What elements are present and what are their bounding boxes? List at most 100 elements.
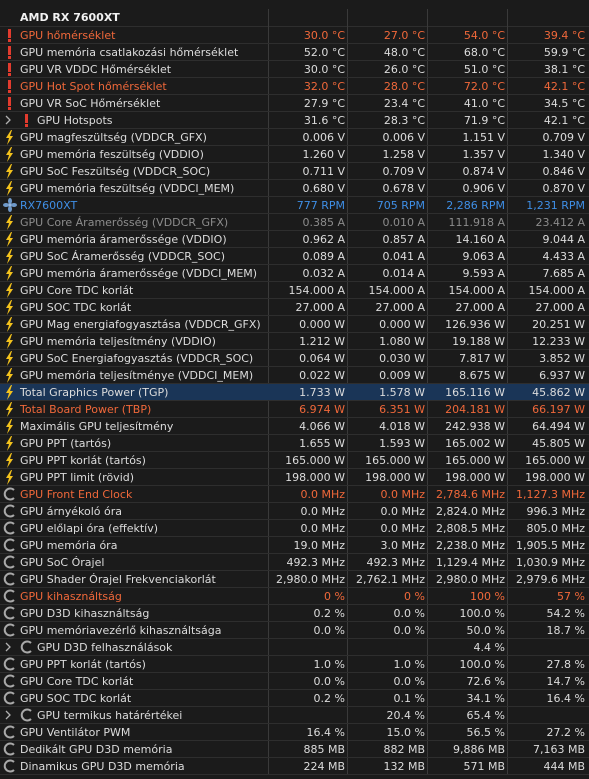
- sensor-row[interactable]: GPU memória csatlakozási hőmérséklet 52.0…: [0, 44, 589, 61]
- sensor-row[interactable]: GPU memória teljesítménye (VDDCI_MEM) 0.0…: [0, 367, 589, 384]
- sensor-value: 1.260 V: [302, 148, 345, 161]
- sensor-value: 100.0 %: [459, 658, 505, 671]
- sensor-value: 1,030.9 MHz: [515, 556, 585, 569]
- sensor-row[interactable]: GPU memória áramerőssége (VDDCI_MEM) 0.03…: [0, 265, 589, 282]
- sensor-row[interactable]: GPU Hotspots 31.6 °C 28.3 °C 71.9 °C 42.1 °C: [0, 112, 589, 129]
- sensor-row[interactable]: GPU árnyékoló óra 0.0 MHz 0.0 MHz 2,824.0 M…: [0, 503, 589, 520]
- sensor-value: 0.000 W: [299, 318, 345, 331]
- sensor-row[interactable]: GPU VR VDDC Hőmérséklet 30.0 °C 26.0 °C 51.…: [0, 61, 589, 78]
- sensor-value: 1.212 W: [299, 335, 345, 348]
- sensor-value: 27.000 A: [455, 301, 505, 314]
- sensor-row[interactable]: GPU magfeszültség (VDDCR_GFX) 0.006 V 0.00…: [0, 129, 589, 146]
- row-icon: [5, 710, 11, 720]
- sensor-value: 72.0 °C: [463, 80, 505, 93]
- sensor-label: Dedikált GPU D3D memória: [20, 743, 173, 756]
- sensor-row[interactable]: GPU kihasználtság 0 % 0 % 100 % 57 %: [0, 588, 589, 605]
- sensor-label: GPU SoC Feszültség (VDDCR_SOC): [20, 165, 211, 178]
- sensor-label: Total Graphics Power (TGP): [20, 386, 169, 399]
- sensor-value: 4.066 W: [299, 420, 345, 433]
- sensor-value: 0.041 A: [382, 250, 425, 263]
- sensor-value: 20.251 W: [532, 318, 585, 331]
- sensor-value: 0 %: [324, 590, 345, 603]
- sensor-row[interactable]: GPU Core TDC korlát 154.000 A 154.000 A 154…: [0, 282, 589, 299]
- sensor-value: 2,980.0 MHz: [435, 573, 505, 586]
- sensor-row[interactable]: GPU memóriavezérlő kihasználtsága 0.0 % 0.…: [0, 622, 589, 639]
- sensor-label: GPU D3D kihasználtság: [20, 607, 150, 620]
- sensor-value: 56.5 %: [466, 726, 505, 739]
- sensor-label: GPU memória feszültség (VDDCI_MEM): [20, 182, 235, 195]
- sensor-row[interactable]: GPU Core TDC korlát 0.0 % 0.0 % 72.6 % 14.7 …: [0, 673, 589, 690]
- sensor-value: 1.593 W: [379, 437, 425, 450]
- sensor-row[interactable]: GPU SoC Feszültség (VDDCR_SOC) 0.711 V 0.7…: [0, 163, 589, 180]
- sensor-row[interactable]: Maximális GPU teljesítmény 4.066 W 4.018 W…: [0, 418, 589, 435]
- row-icon: [6, 334, 13, 349]
- sensor-row[interactable]: GPU PPT korlát (tartós) 165.000 W 165.000 …: [0, 452, 589, 469]
- row-icon: [6, 317, 13, 332]
- sensor-row[interactable]: GPU D3D felhasználások 4.4 %: [0, 639, 589, 656]
- row-icon: [8, 46, 11, 59]
- sensor-row[interactable]: GPU SoC Áramerősség (VDDCR_SOC) 0.089 A 0.…: [0, 248, 589, 265]
- sensor-row[interactable]: GPU előlapi óra (effektív) 0.0 MHz 0.0 MHz…: [0, 520, 589, 537]
- sensor-value: 0.0 MHz: [380, 522, 425, 535]
- sensor-value: 2,824.0 MHz: [435, 505, 505, 518]
- sensor-row[interactable]: GPU PPT (tartós) 1.655 W 1.593 W 165.002 W 4…: [0, 435, 589, 452]
- sensor-row[interactable]: Total Board Power (TBP) 6.974 W 6.351 W 204…: [0, 401, 589, 418]
- sensor-label: GPU termikus határértékei: [37, 709, 183, 722]
- sensor-value: 154.000 A: [288, 284, 345, 297]
- sensor-row[interactable]: GPU Hot Spot hőmérséklet 32.0 °C 28.0 °C 72…: [0, 78, 589, 95]
- sensor-value: 0.2 %: [313, 692, 345, 705]
- sensor-row[interactable]: GPU memória feszültség (VDDCI_MEM) 0.680 …: [0, 180, 589, 197]
- sensor-row[interactable]: GPU memória óra 19.0 MHz 3.0 MHz 2,238.0 MH…: [0, 537, 589, 554]
- sensor-value: 0.906 V: [462, 182, 505, 195]
- sensor-value: 23.412 A: [535, 216, 585, 229]
- sensor-row[interactable]: GPU PPT korlát (tartós) 1.0 % 1.0 % 100.0 %…: [0, 656, 589, 673]
- sensor-label: GPU Core TDC korlát: [20, 284, 134, 297]
- sensor-row[interactable]: GPU Front End Clock 0.0 MHz 0.0 MHz 2,784.6…: [0, 486, 589, 503]
- sensor-row[interactable]: GPU Core Áramerősség (VDDCR_GFX) 0.385 A 0…: [0, 214, 589, 231]
- sensor-row[interactable]: GPU memória feszültség (VDDIO) 1.260 V 1.2…: [0, 146, 589, 163]
- sensor-value: 705 RPM: [376, 199, 425, 212]
- sensor-value: 26.0 °C: [383, 63, 425, 76]
- sensor-value: 0.709 V: [542, 131, 585, 144]
- sensor-value: 1.357 V: [462, 148, 505, 161]
- sensor-row[interactable]: GPU SOC TDC korlát 0.2 % 0.1 % 34.1 % 16.4 %: [0, 690, 589, 707]
- sensor-value: 71.9 °C: [463, 114, 505, 127]
- sensor-value: 72.6 %: [466, 675, 505, 688]
- row-icon: [3, 555, 15, 569]
- row-icon: [6, 402, 13, 417]
- sensor-label: GPU PPT (tartós): [20, 437, 112, 450]
- sensor-value: 30.0 °C: [303, 29, 345, 42]
- sensor-value: 19.188 W: [452, 335, 505, 348]
- sensor-label: GPU memória feszültség (VDDIO): [20, 148, 204, 161]
- sensor-value: 492.3 MHz: [286, 556, 345, 569]
- sensor-row[interactable]: GPU D3D kihasználtság 0.2 % 0.0 % 100.0 % 54…: [0, 605, 589, 622]
- sensor-value: 0.022 W: [299, 369, 345, 382]
- sensor-label: GPU Mag energiafogyasztása (VDDCR_GFX): [20, 318, 261, 331]
- row-icon: [3, 691, 15, 705]
- sensor-row[interactable]: GPU Shader Órajel Frekvenciakorlát 2,980.…: [0, 571, 589, 588]
- sensor-value: 165.116 W: [445, 386, 505, 399]
- sensor-row[interactable]: GPU SOC TDC korlát 27.000 A 27.000 A 27.000…: [0, 299, 589, 316]
- sensor-row[interactable]: GPU SoC Energiafogyasztás (VDDCR_SOC) 0.0…: [0, 350, 589, 367]
- sensor-value: 41.0 °C: [463, 97, 505, 110]
- sensor-row[interactable]: RX7600XT 777 RPM 705 RPM 2,286 RPM 1,231 RPM: [0, 197, 589, 214]
- sensor-row[interactable]: GPU memória áramerőssége (VDDIO) 0.962 A 0…: [0, 231, 589, 248]
- sensor-row[interactable]: Dedikált GPU D3D memória 885 MB 882 MB 9,88…: [0, 741, 589, 758]
- sensor-row[interactable]: GPU SoC Órajel 492.3 MHz 492.3 MHz 1,129.4 …: [0, 554, 589, 571]
- sensor-value: 0.030 W: [379, 352, 425, 365]
- sensor-row[interactable]: GPU termikus határértékei 20.4 % 65.4 %: [0, 707, 589, 724]
- sensor-value: 39.4 °C: [543, 29, 585, 42]
- sensor-row[interactable]: GPU memória teljesítmény (VDDIO) 1.212 W 1…: [0, 333, 589, 350]
- sensor-row[interactable]: GPU Mag energiafogyasztása (VDDCR_GFX) 0.…: [0, 316, 589, 333]
- sensor-row[interactable]: GPU hőmérséklet 30.0 °C 27.0 °C 54.0 °C 39.4…: [0, 27, 589, 44]
- sensor-value: 1.340 V: [542, 148, 585, 161]
- sensor-value: 1,127.3 MHz: [515, 488, 585, 501]
- sensor-row[interactable]: GPU Ventilátor PWM 16.4 % 15.0 % 56.5 % 27.2…: [0, 724, 589, 741]
- sensor-row[interactable]: Total Graphics Power (TGP) 1.733 W 1.578 W…: [0, 384, 589, 401]
- sensor-label: GPU SOC TDC korlát: [20, 301, 132, 314]
- sensor-label: GPU VR SoC Hőmérséklet: [20, 97, 161, 110]
- sensor-value: 2,238.0 MHz: [435, 539, 505, 552]
- sensor-row[interactable]: Dinamikus GPU D3D memória 224 MB 132 MB 571…: [0, 758, 589, 775]
- sensor-row[interactable]: GPU PPT limit (rövid) 198.000 W 198.000 W 1…: [0, 469, 589, 486]
- sensor-row[interactable]: GPU VR SoC Hőmérséklet 27.9 °C 23.4 °C 41.0…: [0, 95, 589, 112]
